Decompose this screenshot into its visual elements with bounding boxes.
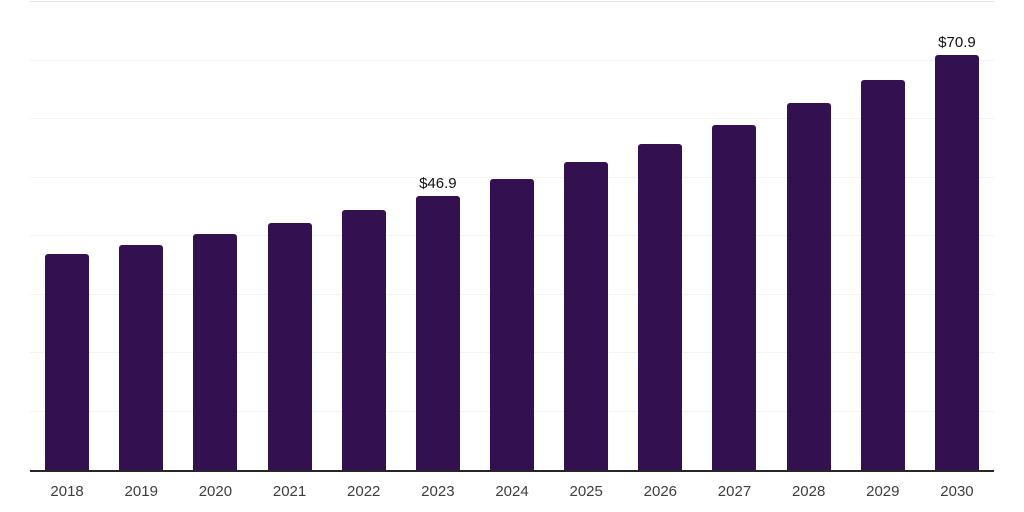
gridline: [30, 1, 994, 2]
bar-slot-2023: $46.9: [401, 2, 475, 470]
x-axis-tick-label-2021: 2021: [272, 483, 307, 500]
bar-2028: [786, 102, 831, 470]
bar-slot-2030: $70.9: [920, 2, 994, 470]
bar-slot-2027: [697, 2, 771, 470]
x-axis-tick-label-2024: 2024: [495, 483, 529, 500]
x-axis-tick-label-2029: 2029: [866, 483, 900, 500]
x-axis-tick-label-2026: 2026: [643, 483, 678, 500]
x-axis-tick-label-2030: 2030: [940, 483, 974, 500]
x-axis-tick-label-2028: 2028: [791, 483, 826, 500]
x-axis-tick-label-2018: 2018: [50, 483, 84, 500]
bar-value-label-2030: $70.9: [938, 34, 976, 52]
bar-2019: [119, 244, 164, 470]
bar-2025: [564, 162, 609, 470]
bar-slot-2020: [178, 2, 252, 470]
bar-2030: [934, 55, 979, 470]
bar-slot-2018: [30, 2, 104, 470]
x-axis-line: [30, 470, 994, 472]
x-axis-tick-label-2020: 2020: [198, 483, 233, 500]
bar-2023: [415, 195, 460, 470]
bar-2022: [341, 210, 386, 470]
plot-area: $46.9 $70.9: [30, 1, 994, 472]
x-axis-tick-label-2027: 2027: [717, 483, 752, 500]
bar-slot-2021: [252, 2, 326, 470]
bar-2029: [860, 79, 905, 470]
bar-2026: [638, 143, 683, 470]
bar-slot-2019: [104, 2, 178, 470]
bar-value-label-2023: $46.9: [419, 174, 457, 192]
bar-slot-2022: [327, 2, 401, 470]
x-axis-labels: 2018 2019 2020 2021 2022 2023 2024 2025 2026 2027…: [30, 482, 994, 502]
gridline: [30, 59, 994, 61]
bars: $46.9 $70.9: [30, 2, 994, 470]
x-axis-tick-label-2023: 2023: [421, 483, 455, 500]
x-axis-tick-label-2025: 2025: [569, 483, 603, 500]
bar-slot-2029: [846, 2, 920, 470]
bar-2024: [490, 178, 535, 470]
bar-2027: [712, 124, 757, 470]
bar-2020: [193, 233, 238, 470]
x-axis-tick-label-2022: 2022: [347, 483, 381, 500]
bar-2018: [45, 254, 90, 470]
bar-slot-2026: [623, 2, 697, 470]
gridline: [30, 176, 994, 178]
bar-2021: [267, 222, 312, 470]
x-axis-tick-label-2019: 2019: [124, 483, 158, 500]
bar-slot-2025: [549, 2, 623, 470]
bar-slot-2024: [475, 2, 549, 470]
gridline: [30, 118, 994, 119]
bar-slot-2028: [772, 2, 846, 470]
